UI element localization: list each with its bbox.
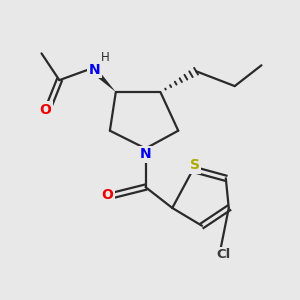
Text: S: S bbox=[190, 158, 200, 172]
Text: H: H bbox=[101, 51, 110, 64]
Text: O: O bbox=[101, 188, 113, 202]
Text: N: N bbox=[88, 63, 100, 77]
Polygon shape bbox=[89, 65, 116, 92]
Text: O: O bbox=[39, 103, 51, 117]
Text: N: N bbox=[140, 148, 152, 161]
Text: Cl: Cl bbox=[216, 248, 230, 261]
